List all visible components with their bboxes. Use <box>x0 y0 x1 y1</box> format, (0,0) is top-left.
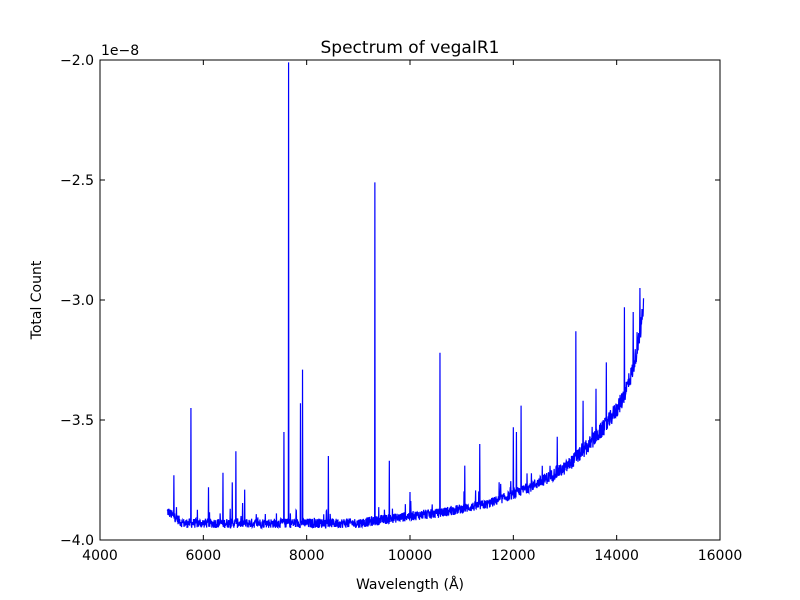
x-tick-label: 14000 <box>594 548 639 564</box>
y-tick-label: −4.0 <box>60 533 94 549</box>
x-axis-label: Wavelength (Å) <box>356 576 464 593</box>
y-offset-text: 1e−8 <box>101 43 139 59</box>
x-tick-label: 6000 <box>186 548 222 564</box>
y-tick-label: −3.0 <box>60 293 94 309</box>
y-axis: −4.0 −3.5 −3.0 −2.5 −2.0 <box>60 53 720 549</box>
x-tick-label: 16000 <box>698 548 743 564</box>
x-axis: 4000 6000 8000 10000 12000 14000 16000 <box>82 60 742 564</box>
x-tick-label: 10000 <box>388 548 433 564</box>
y-tick-label: −3.5 <box>60 413 94 429</box>
spectrum-line <box>166 62 645 530</box>
x-tick-label: 12000 <box>491 548 536 564</box>
y-axis-label: Total Count <box>29 260 45 340</box>
x-tick-label: 4000 <box>82 548 118 564</box>
y-tick-label: −2.0 <box>60 53 94 69</box>
chart-title: Spectrum of vegaIR1 <box>321 38 500 58</box>
x-tick-label: 8000 <box>289 548 325 564</box>
y-tick-label: −2.5 <box>60 173 94 189</box>
